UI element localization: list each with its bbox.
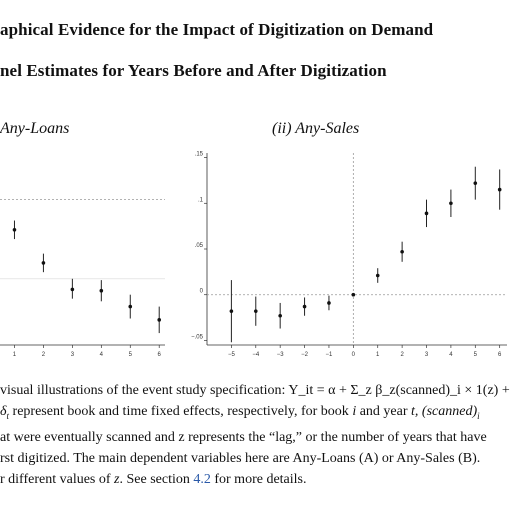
- x-tick-label: −2: [301, 352, 309, 358]
- data-point: [400, 249, 404, 254]
- data-point: [12, 228, 17, 232]
- data-point: [473, 181, 478, 185]
- caption-equation: Y_it = α + Σ_z β_z(scanned)_i × 1(z) +: [288, 383, 510, 398]
- left-panel-title: Any-Loans: [0, 120, 70, 137]
- caption-line-2: δt represent book and time fixed effects…: [0, 404, 480, 421]
- data-point: [497, 187, 502, 192]
- figure-caption: visual illustrations of the event study …: [0, 380, 520, 490]
- x-tick-label: 5: [129, 352, 133, 358]
- caption-line-4: rst digitized. The main dependent variab…: [0, 450, 481, 466]
- y-tick-label: .05: [195, 243, 204, 249]
- x-tick-label: 2: [400, 352, 404, 358]
- x-tick-label: −3: [277, 352, 285, 358]
- x-tick-label: 6: [498, 352, 502, 358]
- data-point: [278, 313, 282, 318]
- x-tick-label: 2: [42, 352, 46, 358]
- figure-heading: aphical Evidence for the Impact of Digit…: [0, 20, 434, 39]
- caption-line-3: at were eventually scanned and z represe…: [0, 429, 487, 445]
- x-tick-label: 1: [13, 352, 17, 358]
- x-tick-label: 3: [71, 352, 75, 358]
- right-panel-title: (ii) Any-Sales: [272, 120, 360, 137]
- x-tick-label: 1: [376, 352, 380, 358]
- y-tick-label: −.05: [191, 334, 204, 340]
- x-tick-label: 5: [474, 352, 478, 358]
- x-tick-label: 0: [352, 352, 356, 358]
- y-tick-label: .15: [195, 152, 204, 158]
- x-tick-label: −4: [252, 352, 260, 358]
- y-tick-label: .1: [198, 197, 204, 203]
- data-point: [99, 288, 104, 293]
- data-point: [327, 301, 331, 305]
- caption-line-5: r different values of z. See section 4.2…: [0, 471, 307, 487]
- x-tick-label: 4: [100, 352, 104, 358]
- data-point: [302, 304, 307, 309]
- any-sales-chart: −.05 0 .05 .1 .15 −5 −4 −3 −2 −1 0 1 2 3 4 5 6: [191, 152, 507, 358]
- section-link[interactable]: 4.2: [193, 471, 211, 487]
- data-point: [70, 287, 75, 292]
- data-point: [229, 309, 234, 313]
- x-tick-label: 4: [449, 352, 453, 358]
- data-point: [449, 201, 453, 206]
- data-point: [424, 211, 429, 216]
- figure-subheading: nel Estimates for Years Before and After…: [0, 61, 387, 80]
- y-tick-label: 0: [200, 289, 204, 295]
- any-loans-chart: 1 2 3 4 5 6: [0, 198, 165, 358]
- data-point: [41, 261, 46, 265]
- x-tick-label: −1: [326, 352, 334, 358]
- data-point: [157, 318, 162, 322]
- data-point: [253, 309, 258, 313]
- caption-line-1: visual illustrations of the event study …: [0, 383, 510, 398]
- x-tick-label: 6: [158, 352, 162, 358]
- data-point: [128, 304, 133, 309]
- x-tick-label: 3: [425, 352, 429, 358]
- data-point: [351, 292, 356, 297]
- data-point: [375, 273, 380, 278]
- x-tick-label: −5: [228, 352, 236, 358]
